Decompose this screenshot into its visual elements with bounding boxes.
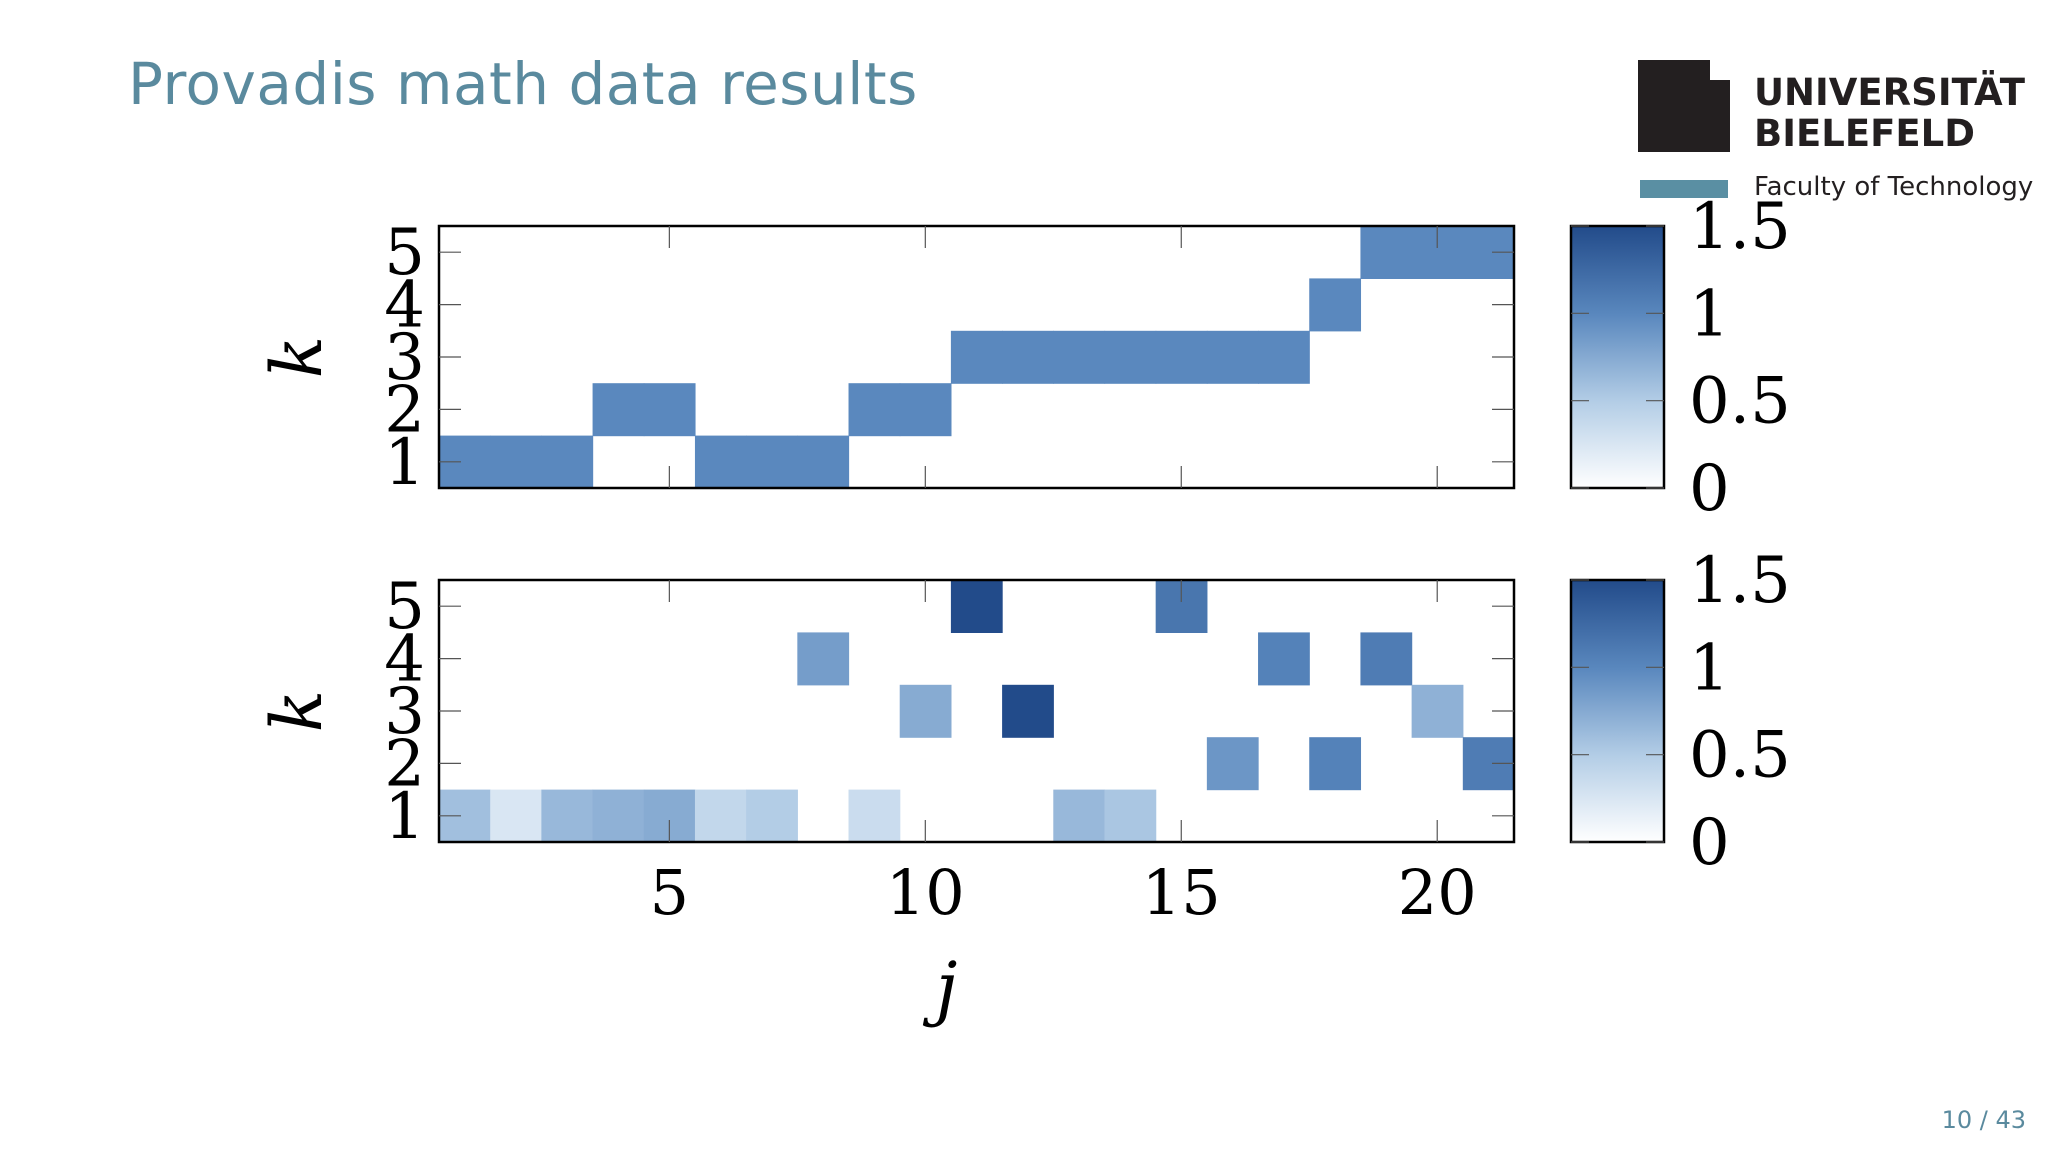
y-tick-label: 3 bbox=[384, 321, 425, 395]
heatmap-cell bbox=[490, 435, 542, 489]
x-tick-label: 10 bbox=[886, 856, 965, 929]
faculty-name: Faculty of Technology bbox=[1754, 172, 2034, 202]
heatmap-cell bbox=[1309, 278, 1362, 332]
y-tick-label: 2 bbox=[384, 727, 425, 801]
heatmap-cell bbox=[1360, 632, 1413, 686]
heatmap-cell bbox=[1206, 330, 1259, 384]
heatmap-cell bbox=[694, 789, 747, 843]
colorbar bbox=[1569, 578, 1666, 844]
heatmap-cell bbox=[1411, 684, 1464, 738]
colorbar bbox=[1569, 224, 1666, 490]
heatmap-cell bbox=[592, 789, 645, 843]
heatmap-cell bbox=[1309, 737, 1362, 791]
colorbar-tick-label: 0.5 bbox=[1689, 719, 1791, 793]
heatmap-cell bbox=[541, 435, 594, 489]
heatmap-cell bbox=[797, 435, 850, 489]
heatmap-cell bbox=[643, 383, 696, 437]
y-axis-label: k bbox=[256, 690, 338, 732]
colorbar-tick-label: 1.5 bbox=[1689, 190, 1791, 264]
heatmap-cell bbox=[490, 789, 542, 843]
heatmap-cell bbox=[1104, 330, 1157, 384]
heatmap-cell bbox=[1206, 737, 1259, 791]
heatmap-cell bbox=[1053, 330, 1106, 384]
heatmap-cell bbox=[1258, 632, 1310, 686]
x-axis-label: j bbox=[923, 947, 958, 1029]
heatmap-cell bbox=[1104, 789, 1157, 843]
heatmap-cell bbox=[1053, 789, 1106, 843]
university-logo-mark bbox=[1638, 60, 1730, 152]
y-tick-label: 1 bbox=[384, 426, 425, 500]
colorbar-tick-label: 0 bbox=[1689, 806, 1730, 880]
heatmap-cell bbox=[950, 330, 1003, 384]
y-axis-label: k bbox=[256, 336, 338, 378]
heatmap-cell bbox=[848, 789, 901, 843]
heatmap-cell bbox=[746, 435, 798, 489]
heatmap-cell bbox=[694, 435, 747, 489]
logo-mark-shape bbox=[1638, 60, 1730, 152]
y-tick-label: 1 bbox=[384, 780, 425, 854]
colorbar-tick-label: 0 bbox=[1689, 452, 1730, 526]
heatmap-cell bbox=[950, 580, 1003, 633]
heatmap-cell bbox=[541, 789, 594, 843]
heatmap-cell bbox=[1258, 330, 1310, 384]
university-name-line1: UNIVERSITÄT bbox=[1754, 71, 2025, 114]
heatmap-cell bbox=[1002, 330, 1054, 384]
university-logo: UNIVERSITÄT BIELEFELD Faculty of Technol… bbox=[1638, 60, 2048, 210]
y-tick-label: 4 bbox=[384, 623, 425, 697]
colorbar-tick-label: 1 bbox=[1689, 277, 1730, 351]
heatmap-cell bbox=[746, 789, 798, 843]
x-tick-label: 5 bbox=[650, 856, 689, 929]
heatmap-cell bbox=[1155, 330, 1208, 384]
heatmap-cell bbox=[592, 383, 645, 437]
y-tick-label: 2 bbox=[384, 373, 425, 447]
x-tick-label: 20 bbox=[1398, 856, 1477, 929]
y-tick-label: 5 bbox=[384, 216, 425, 290]
y-tick-label: 3 bbox=[384, 675, 425, 749]
page-number: 10 / 43 bbox=[1941, 1106, 2026, 1134]
y-tick-label: 5 bbox=[384, 570, 425, 644]
heatmap-cell bbox=[797, 632, 850, 686]
faculty-color-bar bbox=[1640, 180, 1728, 198]
heatmap-cell bbox=[899, 383, 952, 437]
colorbar-tick-label: 1.5 bbox=[1689, 544, 1791, 618]
university-name-line2: BIELEFELD bbox=[1754, 112, 1975, 155]
x-tick-label: 15 bbox=[1142, 856, 1221, 929]
colorbar-tick-label: 0.5 bbox=[1689, 365, 1791, 439]
heatmap-cell bbox=[1360, 226, 1413, 279]
slide-title: Provadis math data results bbox=[128, 50, 918, 118]
heatmap-cell bbox=[899, 684, 952, 738]
colorbar-tick-label: 1 bbox=[1689, 631, 1730, 705]
y-tick-label: 4 bbox=[384, 269, 425, 343]
university-name: UNIVERSITÄT BIELEFELD bbox=[1754, 72, 2025, 154]
heatmap-cell bbox=[848, 383, 901, 437]
heatmap-cell bbox=[1002, 684, 1054, 738]
